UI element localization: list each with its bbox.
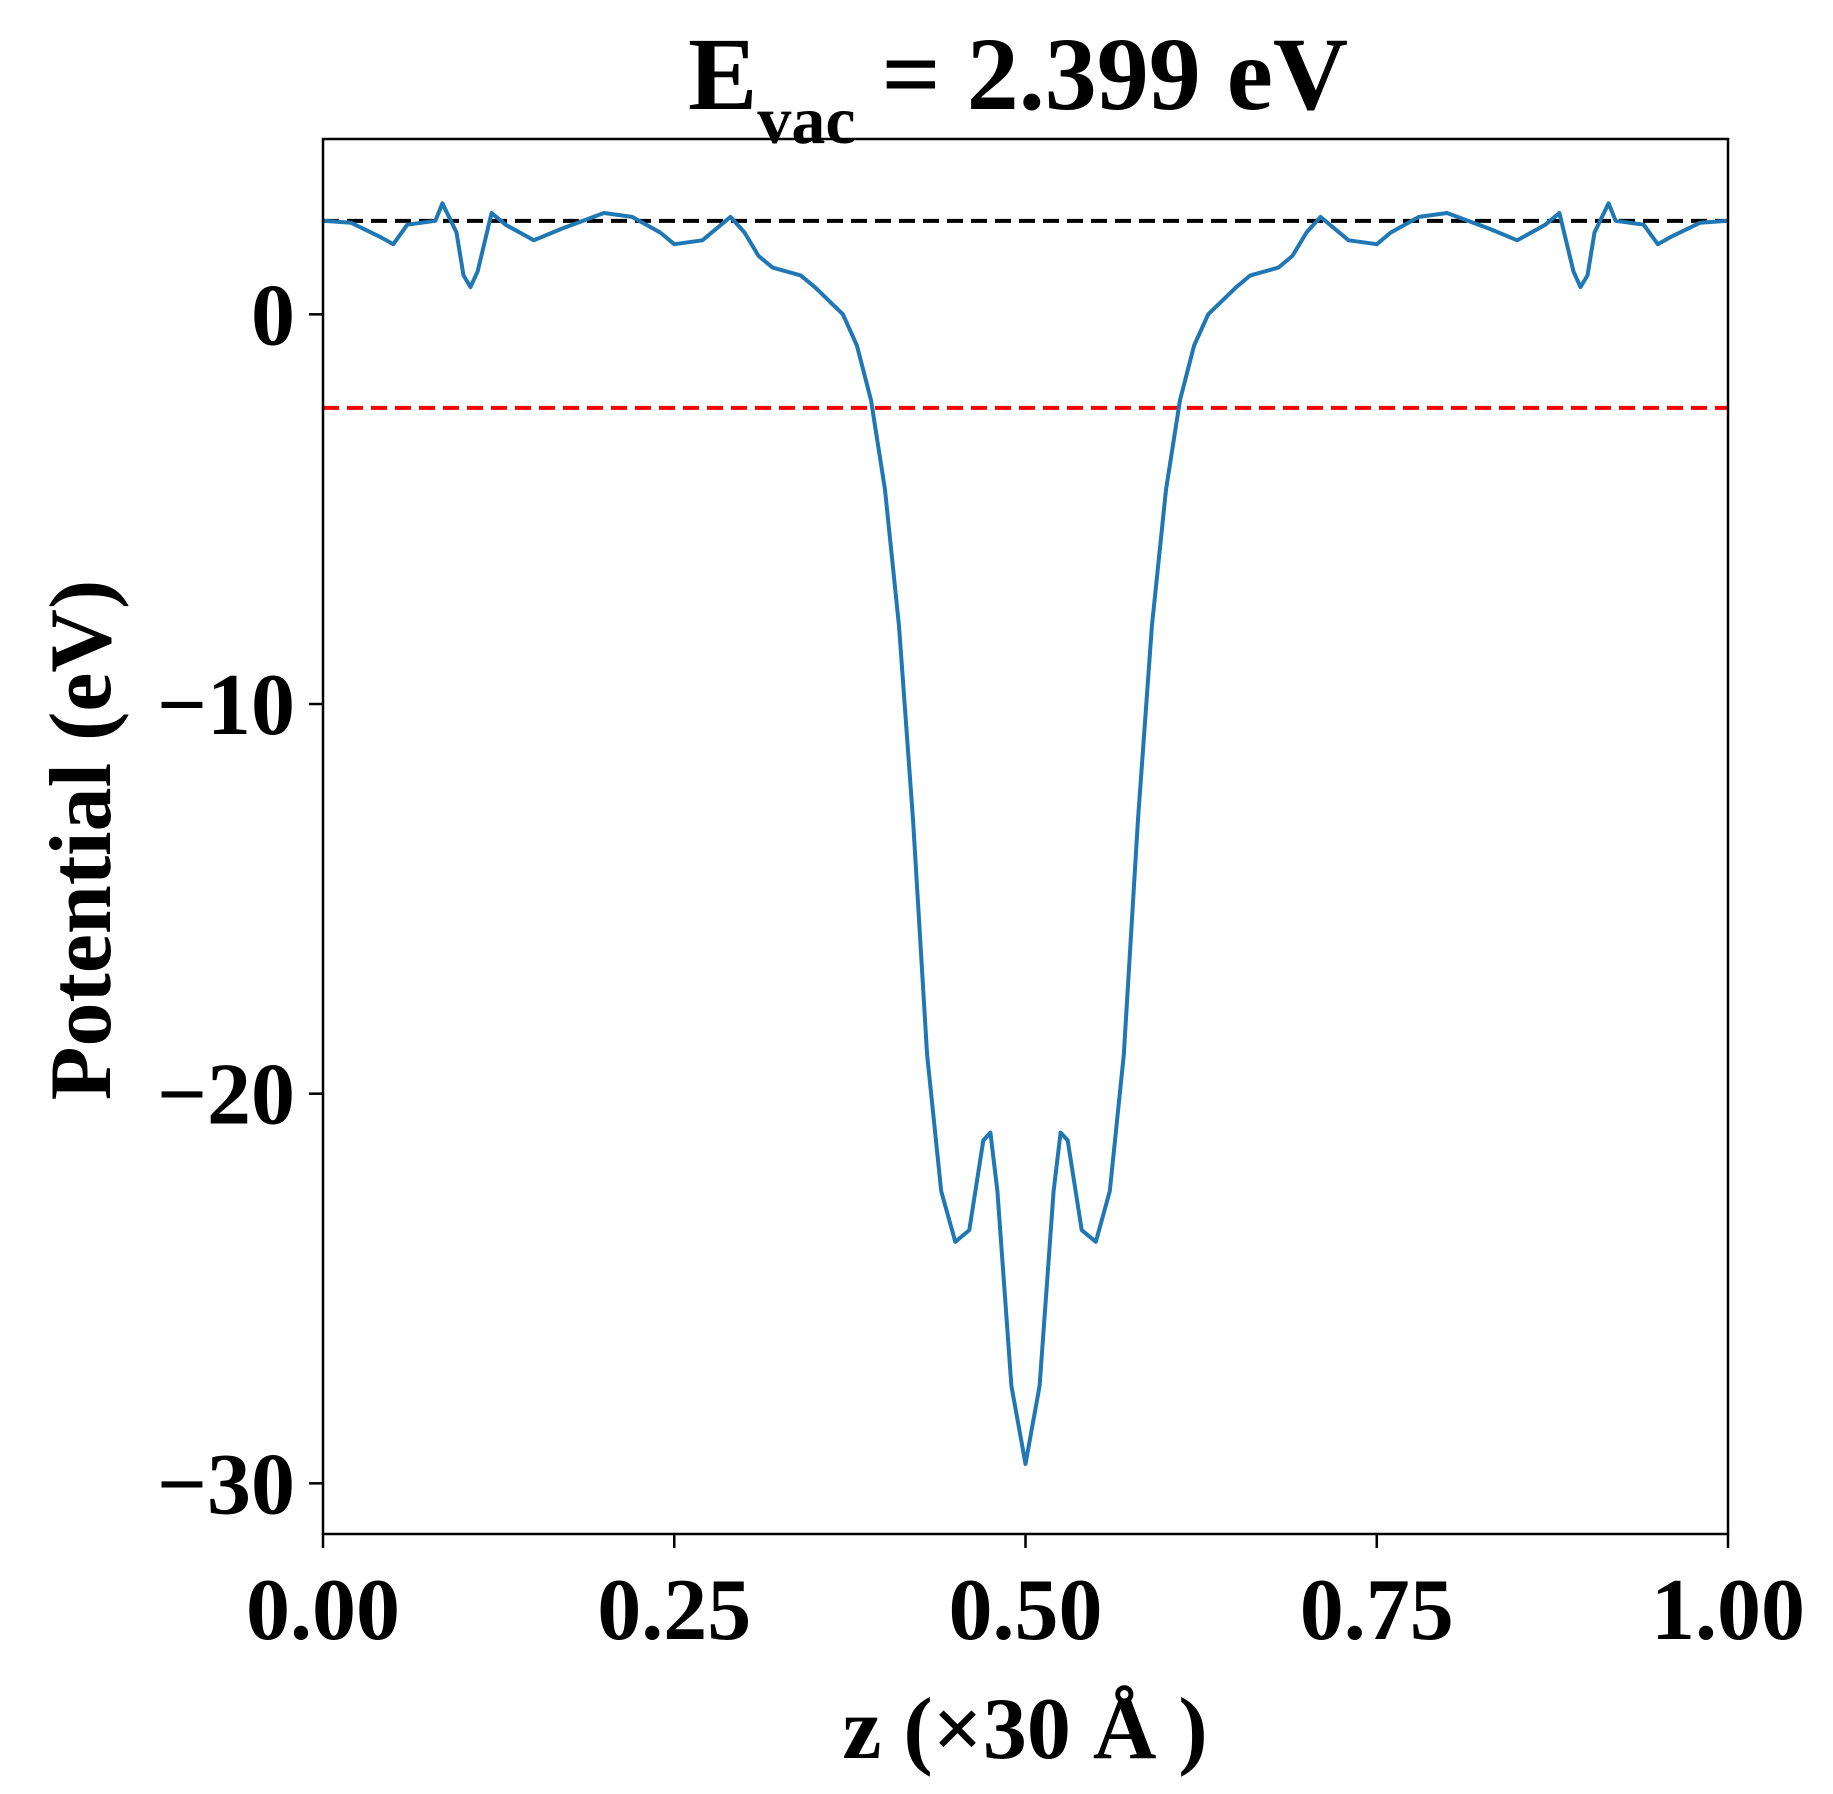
y-tick-label: −30 [157,1436,295,1533]
chart-title-main: E [688,17,757,132]
x-tick-label: 1.00 [1651,1562,1805,1659]
x-tick-label: 0.50 [949,1562,1103,1659]
plot-area [322,201,1729,1466]
x-tick-label: 0.00 [246,1562,400,1659]
y-tick-label: 0 [251,267,295,364]
y-axis-label: Potential (eV) [33,580,130,1100]
y-tick-label: −20 [157,1047,295,1144]
chart-title: Evac = 2.399 eV [688,17,1348,158]
y-tick-label: −10 [157,657,295,754]
x-tick-label: 0.25 [597,1562,751,1659]
x-axis: 0.00 0.25 0.50 0.75 1.00 [246,1534,1805,1659]
chart-title-subscript: vac [757,82,855,158]
series-line-1 [322,201,1729,1466]
chart-title-rest: = 2.399 eV [856,17,1349,132]
x-tick-label: 0.75 [1300,1562,1454,1659]
plot-frame [321,137,1730,1536]
x-axis-label: z (×30 Å ) [842,1681,1207,1778]
y-axis: 0 −10 −20 −30 [157,267,323,1533]
